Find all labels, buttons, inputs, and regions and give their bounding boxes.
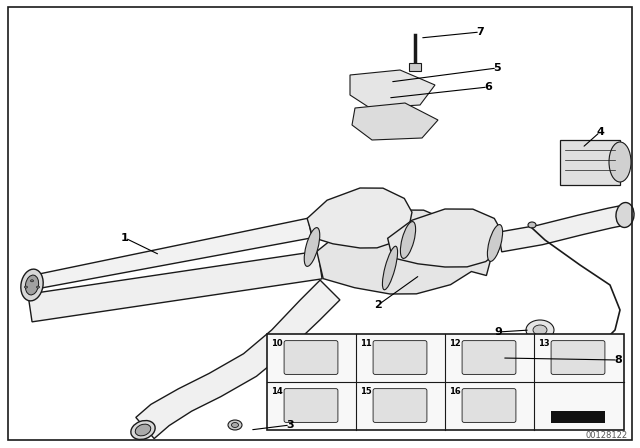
Ellipse shape bbox=[36, 286, 40, 288]
FancyBboxPatch shape bbox=[284, 388, 338, 422]
Ellipse shape bbox=[232, 422, 239, 427]
Text: 12: 12 bbox=[449, 339, 461, 348]
Ellipse shape bbox=[228, 420, 242, 430]
Ellipse shape bbox=[533, 325, 547, 335]
Polygon shape bbox=[350, 70, 435, 108]
Ellipse shape bbox=[528, 222, 536, 228]
Text: 9: 9 bbox=[494, 327, 502, 337]
Bar bbox=[470, 350, 500, 368]
Text: 7: 7 bbox=[476, 27, 484, 37]
Text: 10: 10 bbox=[271, 339, 283, 348]
Ellipse shape bbox=[135, 424, 151, 436]
Text: 5: 5 bbox=[493, 63, 501, 73]
Ellipse shape bbox=[383, 246, 397, 290]
FancyBboxPatch shape bbox=[373, 388, 427, 422]
Text: 6: 6 bbox=[484, 82, 492, 92]
FancyBboxPatch shape bbox=[462, 340, 516, 375]
Ellipse shape bbox=[401, 222, 415, 258]
Ellipse shape bbox=[26, 275, 38, 295]
Polygon shape bbox=[28, 251, 322, 322]
Polygon shape bbox=[307, 188, 412, 248]
Polygon shape bbox=[136, 280, 340, 439]
Text: 3: 3 bbox=[286, 420, 294, 430]
FancyBboxPatch shape bbox=[551, 340, 605, 375]
Ellipse shape bbox=[31, 280, 33, 282]
Text: 11: 11 bbox=[360, 339, 372, 348]
Text: 1: 1 bbox=[121, 233, 129, 243]
FancyBboxPatch shape bbox=[373, 340, 427, 375]
Text: 2: 2 bbox=[374, 300, 382, 310]
Ellipse shape bbox=[616, 202, 634, 228]
Polygon shape bbox=[388, 209, 502, 267]
Text: 13: 13 bbox=[538, 339, 550, 348]
Text: 16: 16 bbox=[449, 387, 461, 396]
Ellipse shape bbox=[304, 228, 320, 267]
Ellipse shape bbox=[609, 142, 631, 182]
Ellipse shape bbox=[131, 421, 155, 439]
Text: 15: 15 bbox=[360, 387, 372, 396]
Ellipse shape bbox=[21, 269, 43, 301]
Polygon shape bbox=[317, 210, 493, 294]
FancyBboxPatch shape bbox=[462, 388, 516, 422]
Ellipse shape bbox=[24, 286, 28, 288]
Text: 8: 8 bbox=[614, 355, 622, 365]
Text: 00128122: 00128122 bbox=[586, 431, 628, 440]
Bar bbox=[409, 63, 421, 71]
Ellipse shape bbox=[526, 320, 554, 340]
Polygon shape bbox=[29, 218, 312, 290]
Bar bbox=[551, 411, 605, 423]
Ellipse shape bbox=[488, 224, 502, 262]
Bar bbox=[267, 334, 624, 430]
Polygon shape bbox=[352, 103, 438, 140]
Polygon shape bbox=[499, 205, 627, 252]
FancyBboxPatch shape bbox=[284, 340, 338, 375]
Text: 4: 4 bbox=[596, 127, 604, 137]
Bar bbox=[560, 140, 620, 185]
Text: 14: 14 bbox=[271, 387, 283, 396]
